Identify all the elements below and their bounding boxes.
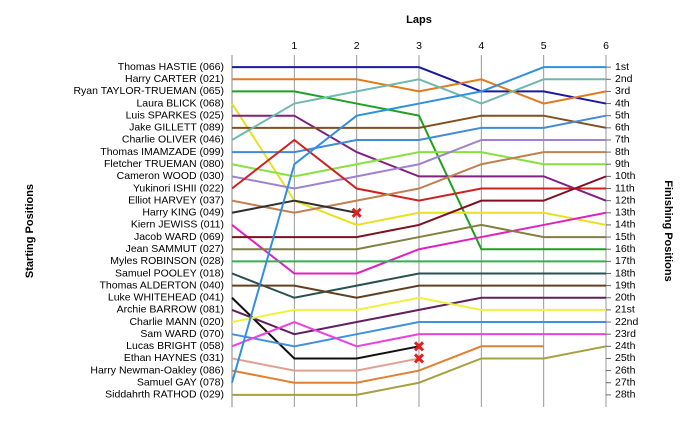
series-line — [232, 78, 607, 105]
series-line — [232, 223, 606, 251]
y2-tick-label: 4th — [615, 97, 630, 109]
y2-tick-label: 14th — [615, 219, 636, 231]
y2-tick-label: 11th — [615, 182, 635, 194]
y2-tick-label: 21st — [615, 304, 635, 316]
series-line — [231, 272, 606, 299]
y-tick-label: Harry CARTER (021) — [125, 73, 224, 85]
y2-tick-label: 24th — [615, 340, 636, 352]
y-tick-label: Sam WARD (070) — [140, 328, 224, 340]
y-tick-label: Harry Newman-Oakley (086) — [90, 364, 224, 376]
y2-tick-label: 16th — [615, 243, 636, 255]
series-line — [232, 114, 607, 154]
y2-tick-label: 18th — [615, 267, 636, 279]
retired-marker — [413, 353, 425, 364]
series-line — [231, 138, 606, 202]
y2-tick-label: 17th — [615, 255, 636, 267]
y-tick-label: Kiern JEWISS (011) — [131, 219, 224, 231]
y-tick-label: Fletcher TRUEMAN (080) — [104, 158, 224, 170]
series-line — [231, 138, 606, 190]
y2-tick-label: 23rd — [615, 328, 636, 340]
y-tick-label: Jake GILLETT (089) — [129, 122, 224, 134]
y-tick-label: Harry KING (049) — [142, 207, 224, 219]
x-tick-label: 3 — [416, 40, 422, 52]
y-tick-label: Jean SAMMUT (027) — [126, 243, 224, 255]
retired-marker — [351, 207, 362, 218]
y2-tick-label: 8th — [615, 146, 630, 158]
series-line — [231, 345, 544, 384]
y2-tick-label: 5th — [615, 109, 630, 121]
series-line — [231, 151, 606, 178]
y2-tick-label: 12th — [615, 194, 636, 206]
y-tick-label: Archie BARROW (081) — [117, 304, 224, 316]
y2-tick-label: 3rd — [615, 85, 630, 97]
y-tick-label: Jacob WARD (069) — [134, 231, 224, 243]
y2-tick-label: 26th — [615, 364, 636, 376]
y-tick-label: Luis SPARKES (025) — [126, 109, 224, 121]
y2-tick-label: 25th — [615, 352, 636, 364]
series-line — [231, 297, 420, 360]
x-tick-label: 1 — [291, 40, 297, 52]
y-tick-label: Thomas ALDERTON (040) — [100, 279, 225, 291]
y-tick-label: Yukinori ISHII (022) — [133, 182, 224, 194]
y2-tick-label: 19th — [615, 279, 636, 291]
y-tick-label: Laura BLICK (068) — [136, 97, 224, 109]
retired-marker — [413, 341, 425, 352]
series-line — [231, 199, 357, 214]
y-tick-label: Samuel POOLEY (018) — [115, 267, 224, 279]
series-line — [231, 320, 606, 348]
y-tick-label: Lucas BRIGHT (058) — [126, 340, 224, 352]
x-tick-label: 4 — [478, 40, 484, 52]
y-tick-label: Siddahrth RATHOD (029) — [105, 389, 224, 401]
y-tick-label: Ryan TAYLOR-TRUEMAN (065) — [73, 85, 224, 97]
y-tick-label: Elliot HARVEY (037) — [128, 194, 224, 206]
series-line — [231, 321, 606, 348]
y2-tick-label: 1st — [615, 61, 629, 73]
y-tick-label: Myles ROBINSON (028) — [110, 255, 224, 267]
series-line — [232, 345, 607, 396]
x-tick-label: 2 — [354, 40, 360, 52]
y-tick-label: Charlie MANN (020) — [129, 316, 224, 328]
y2-axis-label: Finishing Positions — [662, 180, 674, 281]
x-tick-label: 6 — [603, 40, 609, 52]
series-line — [232, 114, 607, 202]
y-tick-label: Samuel GAY (078) — [137, 377, 224, 389]
series-line — [231, 211, 607, 275]
series-line — [231, 296, 606, 324]
y2-tick-label: 28th — [615, 389, 636, 401]
series-line — [231, 66, 606, 383]
x-tick-label: 5 — [541, 40, 547, 52]
y2-tick-label: 9th — [615, 158, 630, 170]
y2-tick-label: 15th — [615, 231, 636, 243]
y2-tick-label: 27th — [615, 377, 636, 389]
y-axis-label: Starting Positions — [24, 184, 36, 278]
y-tick-label: Charlie OLIVER (046) — [122, 134, 224, 146]
y-tick-label: Cameron WOOD (030) — [117, 170, 224, 182]
y2-tick-label: 2nd — [615, 73, 633, 85]
y-tick-label: Thomas HASTIE (066) — [118, 61, 224, 73]
series-line — [232, 66, 607, 105]
y-tick-label: Luke WHITEHEAD (041) — [108, 292, 224, 304]
x-axis-label: Laps — [406, 14, 432, 26]
y2-tick-label: 22nd — [615, 316, 639, 328]
series-line — [231, 151, 606, 214]
series-line — [231, 78, 606, 141]
y-tick-label: Thomas IMAMZADE (099) — [100, 146, 224, 158]
series-line — [231, 296, 606, 336]
series-line — [232, 90, 606, 251]
series-line — [232, 114, 607, 129]
y2-tick-label: 20th — [615, 292, 636, 304]
y2-tick-label: 13th — [615, 207, 636, 219]
series-line — [232, 284, 606, 299]
y2-tick-label: 10th — [615, 170, 636, 182]
series-line — [232, 175, 607, 239]
y2-tick-label: 6th — [615, 122, 630, 134]
series-line — [231, 357, 420, 372]
y2-tick-label: 7th — [615, 134, 630, 146]
y-tick-label: Ethan HAYNES (031) — [124, 352, 224, 364]
